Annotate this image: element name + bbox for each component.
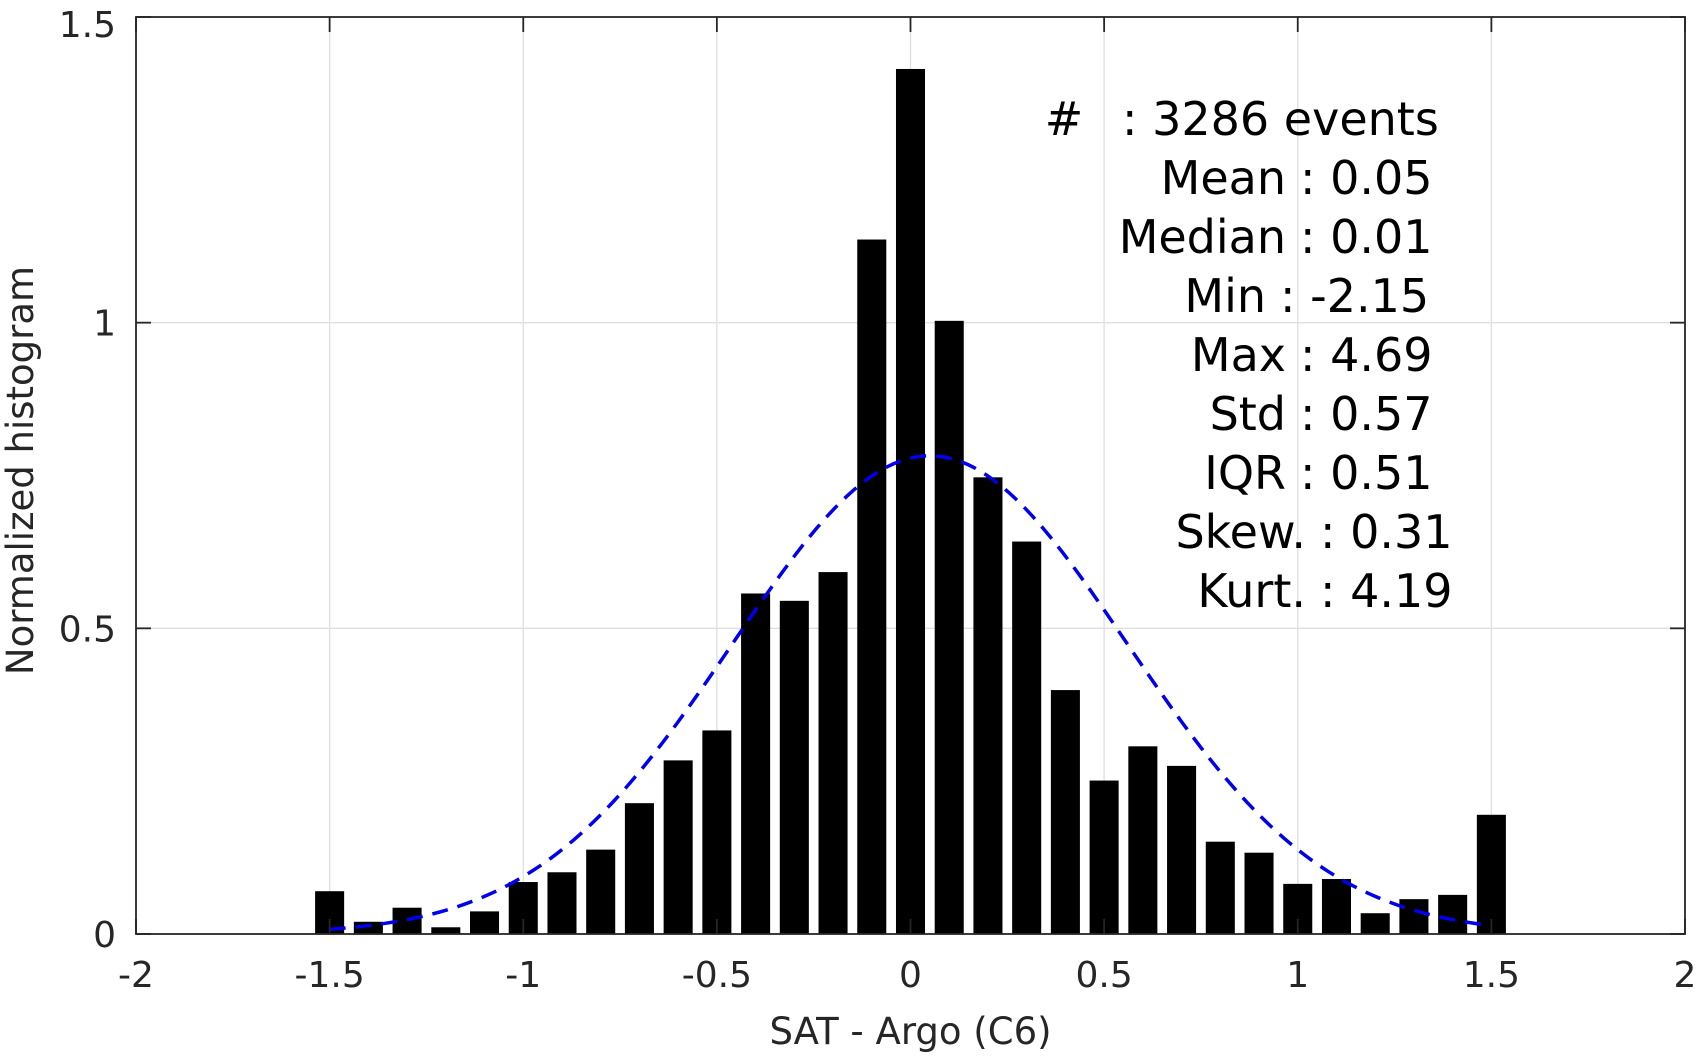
x-tick-label: 1.5: [1463, 955, 1520, 996]
y-tick-label: 0.5: [59, 609, 116, 650]
histogram-bar: [431, 927, 461, 934]
stat-value: : 0.57: [1300, 387, 1433, 441]
histogram-bar: [624, 803, 654, 934]
stat-label: Skew.: [1175, 505, 1306, 559]
histogram-bar: [1167, 765, 1197, 934]
y-tick-label: 1.5: [59, 5, 116, 46]
histogram-bar: [779, 600, 809, 934]
x-tick-label: 0: [899, 955, 922, 996]
histogram-bar: [973, 477, 1003, 934]
histogram-bar: [1360, 913, 1390, 934]
stat-value: : 0.05: [1300, 151, 1433, 205]
tick-marks: [135, 16, 1686, 935]
x-tick-label: 0.5: [1075, 955, 1132, 996]
stat-label: Mean: [1161, 151, 1286, 205]
x-tick-label: 2: [1674, 955, 1697, 996]
stat-label: Median: [1119, 210, 1286, 264]
histogram-bar: [586, 849, 616, 934]
x-tick-label: -0.5: [682, 955, 752, 996]
stat-value: : 4.69: [1300, 328, 1433, 382]
x-tick-label: -1: [505, 955, 541, 996]
stat-label: Std: [1210, 387, 1286, 441]
x-tick-label: 1: [1286, 955, 1309, 996]
y-axis-title: Normalized histogram: [0, 266, 42, 675]
stat-value: : 4.19: [1320, 564, 1453, 618]
stat-value: : 3286 events: [1122, 92, 1439, 146]
x-tick-labels: -2 -1.5 -1 -0.5 0 0.5 1 1.5 2: [118, 955, 1696, 996]
histogram-bar: [663, 760, 693, 934]
stat-label: #: [1045, 92, 1084, 146]
histogram-bar: [1244, 852, 1274, 934]
stat-value: : 0.51: [1300, 446, 1433, 500]
histogram-bars: [315, 68, 1506, 935]
y-tick-label: 1: [93, 304, 116, 345]
histogram-bar: [1438, 894, 1468, 934]
stat-value: : 0.01: [1300, 210, 1433, 264]
stat-label: Kurt.: [1197, 564, 1306, 618]
stat-value: : -2.15: [1280, 269, 1429, 323]
histogram-bar: [1476, 814, 1506, 934]
stat-label: Min: [1184, 269, 1266, 323]
histogram-bar: [818, 572, 848, 934]
histogram-bar: [1050, 690, 1080, 934]
x-tick-label: -2: [118, 955, 154, 996]
histogram-bar: [470, 911, 500, 934]
x-tick-label: -1.5: [295, 955, 365, 996]
stat-label: Max: [1191, 328, 1286, 382]
stat-value: : 0.31: [1320, 505, 1453, 559]
x-axis-title: SAT - Argo (C6): [769, 1010, 1051, 1053]
histogram-bar: [741, 593, 771, 934]
histogram-bar: [1128, 746, 1158, 934]
stat-label: IQR: [1204, 446, 1286, 500]
histogram-bar: [1205, 841, 1235, 934]
y-tick-labels: 0 0.5 1 1.5: [59, 5, 116, 956]
histogram-bar: [1399, 899, 1429, 934]
normal-fit-curve: [329, 454, 1492, 932]
histogram-bar: [392, 907, 422, 934]
histogram-bar: [547, 872, 577, 934]
y-tick-label: 0: [93, 915, 116, 956]
histogram-bar: [1089, 780, 1119, 934]
histogram-bar: [857, 239, 887, 934]
histogram-bar: [895, 68, 926, 935]
histogram-bar: [1321, 878, 1351, 934]
histogram-bar: [702, 730, 732, 934]
histogram-bar: [1012, 541, 1042, 934]
histogram-bar: [934, 320, 964, 935]
